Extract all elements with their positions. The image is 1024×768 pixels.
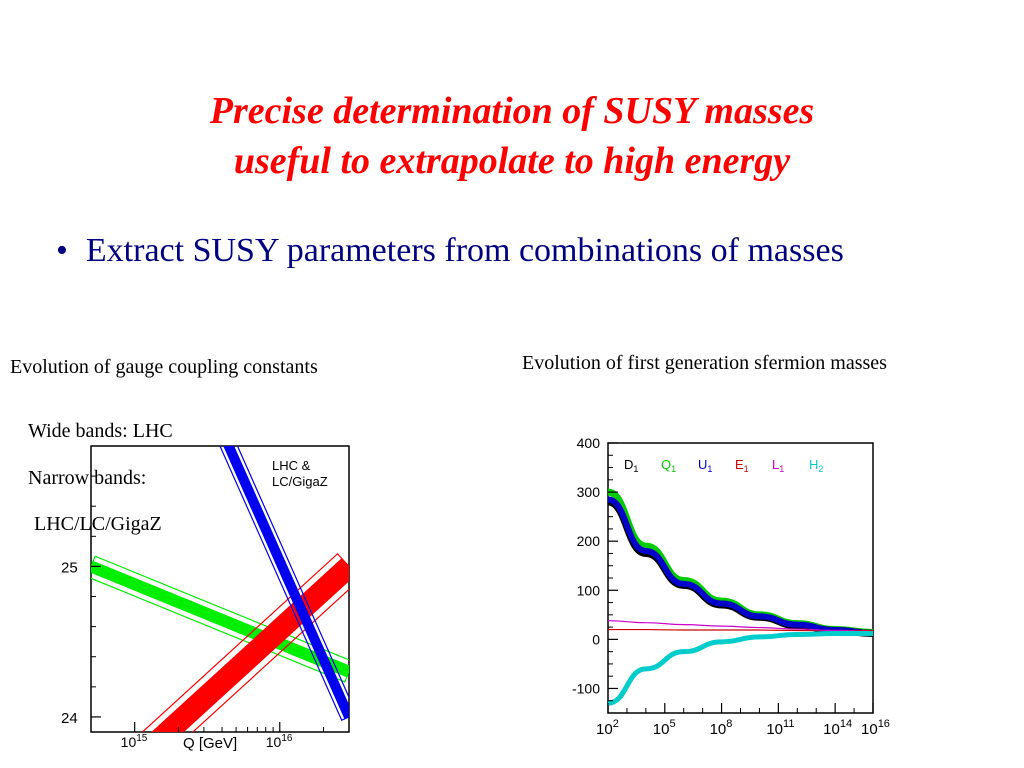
legend-item-Q1: Q1 [661, 457, 676, 474]
right-figure-caption: Evolution of first generation sfermion m… [522, 352, 887, 374]
left-y-tick-label: 24 [61, 710, 78, 727]
left-figure-caption: Evolution of gauge coupling constants [10, 356, 318, 378]
legend-item-U1: U1 [698, 457, 712, 474]
note-narrow-bands: Narrow bands: [28, 467, 147, 489]
left-x-tick-label: 1015 [121, 733, 148, 750]
left-band-narrow-5 [223, 446, 349, 719]
legend-item-D1: D1 [624, 457, 638, 474]
left-band-wide-2 [141, 553, 349, 732]
left-band-wide-4 [219, 446, 349, 721]
right-x-tick-label: 1014 [823, 718, 852, 738]
right-y-tick-label: 300 [577, 484, 601, 500]
right-plot-frame [607, 442, 874, 714]
left-legend-line-2: LC/GigaZ [272, 474, 328, 489]
note-wide-bands: Wide bands: LHC [28, 420, 173, 442]
legend-item-H2: H2 [809, 457, 823, 474]
slide-title: Precise determination of SUSY masses use… [0, 86, 1024, 186]
bullet-dot: • [56, 232, 68, 269]
sfermion-line-U1 [608, 496, 873, 636]
right-y-tick-label: 200 [577, 533, 601, 549]
left-y-tick-label: 25 [61, 559, 78, 576]
left-x-axis-label: Q [GeV] [183, 735, 237, 752]
right-x-tick-label: 102 [596, 718, 619, 738]
right-y-tick-label: 0 [592, 631, 600, 647]
legend-item-E1: E1 [735, 457, 749, 474]
note-lhc-lc-gigaz: LHC/LC/GigaZ [34, 513, 162, 535]
bullet-text: Extract SUSY parameters from combination… [85, 232, 844, 269]
right-y-tick-label: 400 [577, 435, 601, 451]
right-x-tick-label: 108 [710, 718, 733, 738]
left-legend-line-1: LHC & [272, 458, 311, 473]
right-x-tick-label: 1016 [861, 718, 890, 738]
sfermion-line-L1 [608, 620, 873, 633]
sfermion-line-H2 [608, 630, 873, 706]
gauge-coupling-chart: 24 25 1015 1016 LHC & LC/GigaZ Q [GeV] [61, 445, 350, 752]
bullet-item: • Extract SUSY parameters from combinatio… [56, 232, 844, 270]
left-x-tick-label: 1016 [266, 733, 293, 750]
right-y-tick-label: -100 [572, 680, 600, 696]
sfermion-mass-chart: 400 300 200 100 0 -100 102 105 108 1011 1014 1016 D… [572, 435, 890, 738]
right-x-tick-label: 1011 [766, 718, 794, 738]
right-y-tick-label: 100 [577, 582, 601, 598]
right-x-tick-label: 105 [653, 718, 676, 738]
title-line-1: Precise determination of SUSY masses [209, 90, 815, 132]
legend-item-L1: L1 [772, 457, 784, 474]
title-line-2: useful to extrapolate to high energy [233, 140, 791, 182]
